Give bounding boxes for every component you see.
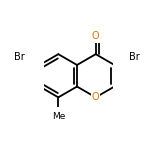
- Text: Br: Br: [14, 52, 25, 62]
- Text: O: O: [92, 92, 100, 102]
- Text: Me: Me: [52, 112, 65, 121]
- Text: Br: Br: [129, 52, 140, 62]
- Text: O: O: [92, 31, 100, 41]
